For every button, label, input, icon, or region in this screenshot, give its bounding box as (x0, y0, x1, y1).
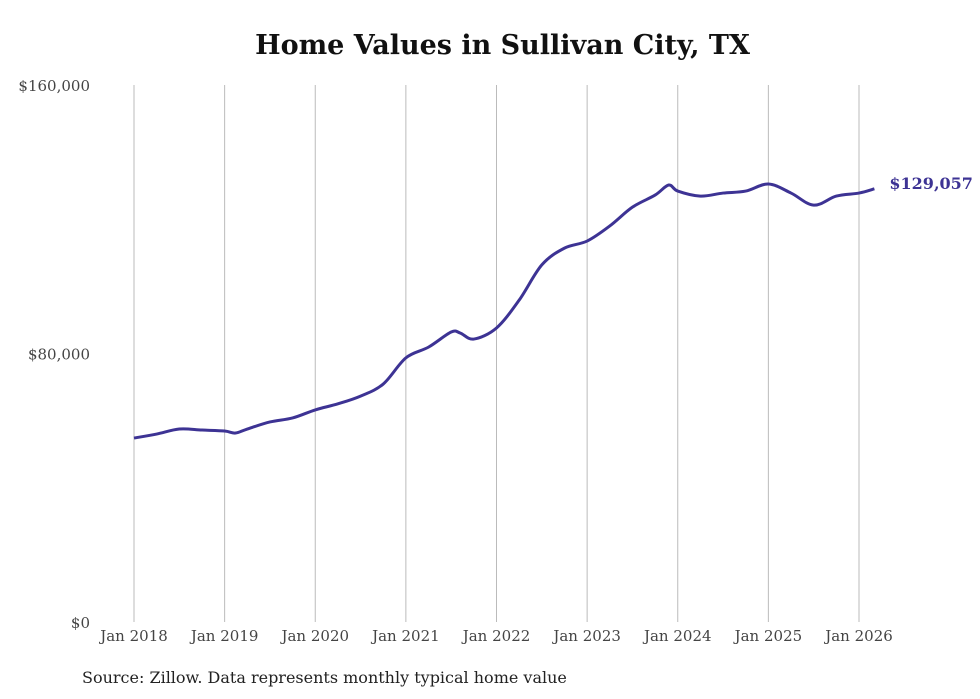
x-tick-label: Jan 2022 (461, 627, 531, 645)
source-note: Source: Zillow. Data represents monthly … (82, 668, 567, 687)
x-tick-label: Jan 2018 (98, 627, 168, 645)
y-tick-label: $0 (71, 614, 90, 632)
y-tick-label: $160,000 (18, 77, 90, 95)
x-tick-label: Jan 2023 (551, 627, 621, 645)
x-tick-label: Jan 2021 (370, 627, 440, 645)
x-tick-label: Jan 2024 (642, 627, 712, 645)
x-tick-label: Jan 2019 (189, 627, 259, 645)
x-tick-label: Jan 2026 (823, 627, 893, 645)
end-value-label: $129,057 (889, 174, 973, 193)
y-tick-label: $80,000 (28, 346, 90, 364)
x-tick-label: Jan 2020 (279, 627, 349, 645)
series-line (133, 182, 875, 440)
x-tick-label: Jan 2025 (733, 627, 803, 645)
chart-title: Home Values in Sullivan City, TX (255, 30, 750, 61)
